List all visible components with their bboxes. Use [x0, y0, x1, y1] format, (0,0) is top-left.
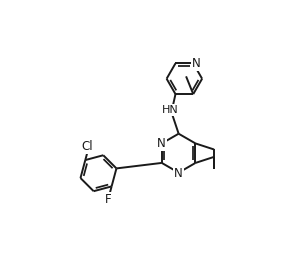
Text: N: N [192, 57, 201, 70]
Text: HN: HN [162, 105, 178, 115]
Text: F: F [105, 193, 112, 206]
Text: N: N [174, 167, 183, 180]
Text: Cl: Cl [82, 140, 93, 153]
Text: N: N [157, 137, 166, 150]
